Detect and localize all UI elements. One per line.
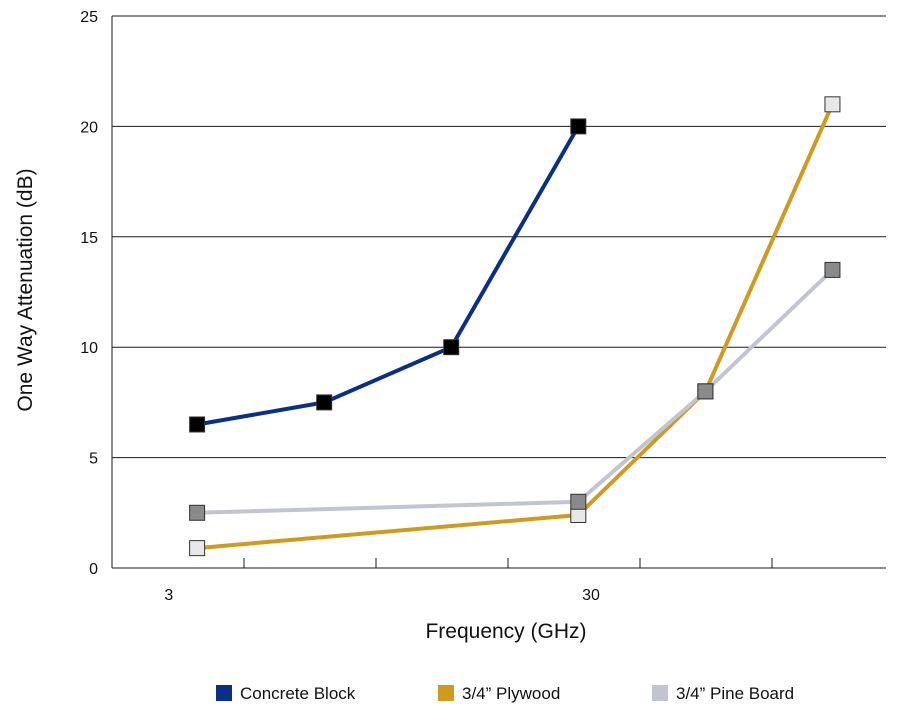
series-1	[196, 103, 835, 551]
point-2-0	[189, 504, 206, 521]
point-2-1	[570, 493, 587, 510]
point-1-3	[824, 96, 841, 113]
y-tick-label-15: 15	[80, 230, 98, 247]
y-axis-label: One Way Attenuation (dB)	[14, 168, 37, 411]
legend-swatch-1	[438, 685, 454, 701]
point-1-0	[189, 540, 206, 557]
point-0-3	[570, 118, 587, 135]
series-line-0	[196, 125, 581, 427]
legend-label-2: 3/4” Pine Board	[676, 684, 794, 703]
point-0-1	[316, 394, 333, 411]
series-0	[196, 125, 581, 427]
point-2-3	[824, 261, 841, 278]
y-tick-label-25: 25	[80, 9, 98, 26]
y-tick-label-0: 0	[89, 561, 98, 578]
y-tick-label-20: 20	[80, 119, 98, 136]
legend-swatch-2	[652, 685, 668, 701]
grid	[112, 15, 886, 459]
series-line-2	[197, 268, 834, 515]
legend-label-1: 3/4” Plywood	[462, 684, 560, 703]
series-line-1	[196, 103, 835, 551]
legend: Concrete Block 3/4” Plywood 3/4” Pine Boar…	[216, 684, 794, 703]
x-axis-label: Frequency (GHz)	[425, 620, 586, 643]
legend-swatch-0	[216, 685, 232, 701]
tick-labels: 0 5 10 15 20 25 3 30	[80, 9, 600, 604]
point-0-0	[189, 416, 206, 433]
series	[189, 96, 841, 557]
x-tick-label-3: 3	[164, 587, 173, 604]
y-tick-label-5: 5	[89, 451, 98, 468]
axes	[111, 16, 886, 569]
series-2	[197, 268, 834, 515]
point-0-2	[443, 339, 460, 356]
x-tick-label-30: 30	[582, 587, 600, 604]
point-2-2	[697, 383, 714, 400]
legend-label-0: Concrete Block	[240, 684, 356, 703]
y-tick-label-10: 10	[80, 340, 98, 357]
